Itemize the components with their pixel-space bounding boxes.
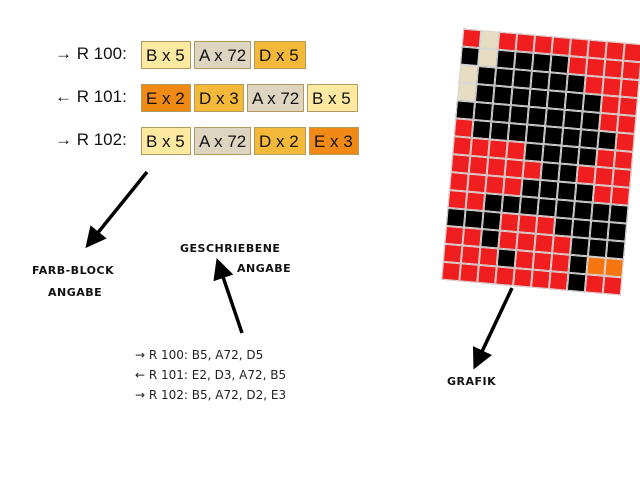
written-row: → R 102: B5, A72, D2, E3 <box>135 388 287 402</box>
block: B x 5 <box>141 41 191 69</box>
block: B x 5 <box>141 127 191 155</box>
arrow-to-grafik <box>472 287 514 370</box>
block: A x 72 <box>194 41 251 69</box>
block: E x 3 <box>309 127 359 155</box>
block: B x 5 <box>307 84 358 112</box>
written-row: → R 100: B5, A72, D5 <box>135 348 264 362</box>
row-101-label: ← R 101: <box>55 87 127 106</box>
written-row: ← R 101: E2, D3, A72, B5 <box>135 368 287 382</box>
row-102-label: → R 102: <box>55 130 127 149</box>
arrow-to-farb-block <box>85 170 149 249</box>
farb-block-label-2: ANGABE <box>48 286 103 299</box>
row-100-label: → R 100: <box>55 44 127 63</box>
block: A x 72 <box>247 84 304 112</box>
block: D x 3 <box>194 84 244 112</box>
block: D x 2 <box>254 127 306 155</box>
farb-block-label: FARB-BLOCK <box>32 264 115 277</box>
block: A x 72 <box>194 127 251 155</box>
grafik-label: GRAFIK <box>447 375 497 388</box>
block: E x 2 <box>141 84 191 112</box>
geschriebene-label: GESCHRIEBENE <box>180 242 281 255</box>
block: D x 5 <box>254 41 306 69</box>
arrow-to-geschriebene <box>213 258 244 334</box>
geschriebene-label-2: ANGABE <box>237 262 292 275</box>
